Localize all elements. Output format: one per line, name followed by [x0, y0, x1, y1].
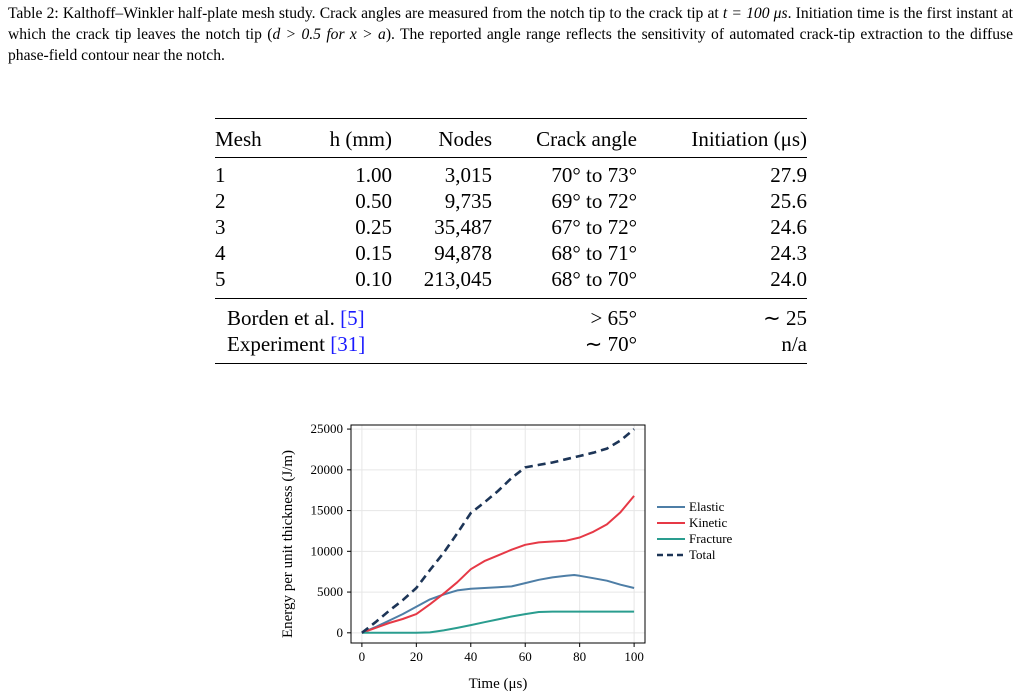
cell-mesh: 3	[215, 215, 226, 239]
reference-row: Experiment [31] ∼ 70° n/a	[215, 331, 807, 364]
table-row: 5 0.10 213,045 68° to 70° 24.0	[215, 266, 807, 299]
x-tick-label: 100	[624, 649, 644, 664]
y-tick-label: 25000	[311, 421, 344, 436]
cell-nodes: 213,045	[423, 267, 492, 291]
cell-h: 1.00	[355, 163, 392, 187]
table-header-row: Mesh h (mm) Nodes Crack angle Initiation…	[215, 118, 807, 158]
legend-label-fracture: Fracture	[689, 531, 733, 546]
cell-angle: 69° to 72°	[551, 189, 637, 213]
citation-link[interactable]: [31]	[330, 332, 366, 356]
header-nodes: Nodes	[438, 126, 492, 151]
cell-h: 0.50	[355, 189, 392, 213]
x-tick-label: 0	[359, 649, 366, 664]
x-tick-label: 60	[519, 649, 532, 664]
reference-name: Borden et al.	[227, 306, 341, 330]
reference-initiation: n/a	[781, 332, 807, 356]
caption-text-2: . Initiation time is the first instant a…	[8, 5, 1013, 43]
chart-grid	[351, 425, 645, 643]
caption-math-time: t = 100 μs	[722, 5, 788, 22]
cell-mesh: 5	[215, 267, 226, 291]
cell-mesh: 2	[215, 189, 226, 213]
reference-angle: ∼ 70°	[584, 332, 637, 356]
cell-h: 0.15	[355, 241, 392, 265]
series-line-kinetic	[361, 495, 635, 634]
header-crack-angle: Crack angle	[536, 126, 637, 151]
caption-math-condition: d > 0.5 for x > a	[272, 26, 386, 43]
reference-name: Experiment	[227, 332, 331, 356]
cell-angle: 67° to 72°	[551, 215, 637, 239]
y-axis-label: Energy per unit thickness (J/m)	[280, 450, 296, 638]
caption-text-1: Table 2: Kalthoff–Winkler half-plate mes…	[8, 5, 723, 22]
reference-initiation: ∼ 25	[763, 306, 807, 330]
cell-nodes: 94,878	[434, 241, 492, 265]
table-row: 4 0.15 94,878 68° to 71° 24.3	[215, 240, 807, 266]
cell-angle: 68° to 70°	[551, 267, 637, 291]
header-initiation: Initiation (μs)	[691, 126, 807, 151]
cell-initiation: 24.0	[770, 267, 807, 291]
x-tick-label: 20	[410, 649, 423, 664]
reference-row: Borden et al. [5] > 65° ∼ 25	[215, 299, 807, 332]
cell-h: 0.10	[355, 267, 392, 291]
x-tick-label: 40	[464, 649, 477, 664]
cell-angle: 70° to 73°	[551, 163, 637, 187]
series-line-fracture	[361, 610, 635, 634]
cell-angle: 68° to 71°	[551, 241, 637, 265]
chart-ticks: 0 20 40 60 80 100 0 5000 10000 15000 20000 25000	[311, 421, 644, 664]
plot-frame	[350, 424, 646, 644]
table-row: 3 0.25 35,487 67° to 72° 24.6	[215, 214, 807, 240]
reference-angle: > 65°	[590, 306, 638, 330]
cell-initiation: 24.3	[770, 241, 807, 265]
x-tick-label: 80	[573, 649, 586, 664]
legend-label-elastic: Elastic	[689, 499, 725, 514]
mesh-study-table: Mesh h (mm) Nodes Crack angle Initiation…	[215, 118, 807, 364]
table-caption: Table 2: Kalthoff–Winkler half-plate mes…	[8, 3, 1013, 66]
table-row: 2 0.50 9,735 69° to 72° 25.6	[215, 188, 807, 214]
reference-label: Experiment [31]	[215, 331, 492, 364]
y-tick-label: 20000	[311, 462, 344, 477]
cell-nodes: 3,015	[444, 163, 492, 187]
legend-label-total: Total	[689, 547, 716, 562]
cell-mesh: 1	[215, 163, 226, 187]
cell-initiation: 27.9	[770, 163, 807, 187]
cell-initiation: 24.6	[770, 215, 807, 239]
table-row: 1 1.00 3,015 70° to 73° 27.9	[215, 158, 807, 189]
legend-label-kinetic: Kinetic	[689, 515, 727, 530]
series-line-elastic	[361, 574, 635, 634]
y-tick-label: 10000	[311, 543, 344, 558]
chart-series	[361, 428, 635, 634]
caption-text-3: ). The reported angle range reflects the…	[8, 26, 1014, 64]
cell-nodes: 35,487	[434, 215, 492, 239]
series-line-total	[361, 428, 635, 634]
cell-h: 0.25	[355, 215, 392, 239]
header-h: h (mm)	[329, 126, 392, 151]
x-axis-label: Time (μs)	[469, 676, 528, 692]
cell-initiation: 25.6	[770, 189, 807, 213]
cell-nodes: 9,735	[444, 189, 492, 213]
y-tick-label: 5000	[317, 584, 343, 599]
cell-mesh: 4	[215, 241, 226, 265]
citation-link[interactable]: [5]	[340, 306, 365, 330]
reference-label: Borden et al. [5]	[215, 299, 492, 332]
y-tick-label: 0	[337, 625, 344, 640]
header-mesh: Mesh	[215, 126, 262, 151]
y-tick-label: 15000	[311, 503, 344, 518]
